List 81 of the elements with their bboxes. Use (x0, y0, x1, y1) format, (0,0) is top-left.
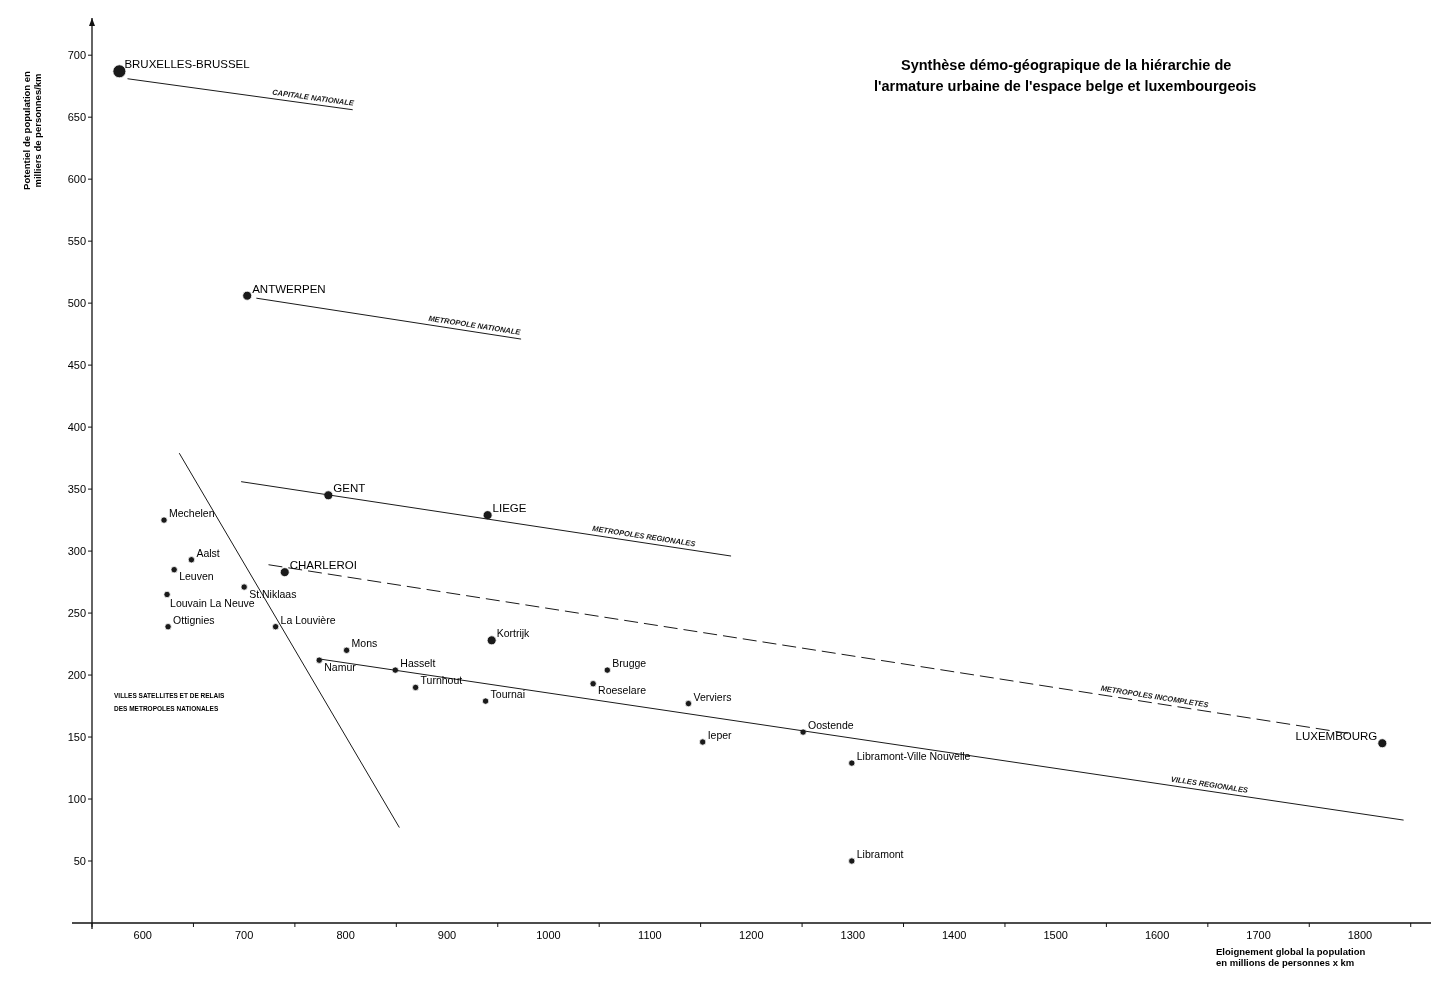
point (240, 583, 248, 591)
annotation: Namur (324, 660, 357, 673)
point (848, 857, 856, 865)
annotation: Roeselare (598, 684, 647, 697)
annotation: Ottignies (173, 613, 215, 626)
y-tick-label: 50 (73, 855, 86, 868)
annotation: LIEGE (492, 502, 527, 515)
annotation: Ieper (707, 729, 733, 741)
x-tick-label: 1500 (1043, 929, 1068, 941)
point (391, 666, 399, 674)
x-tick-label: 700 (234, 929, 254, 941)
annotation: BRUXELLES-BRUSSEL (124, 58, 251, 71)
x-tick-label: 800 (336, 929, 355, 941)
y-tick-label: 300 (67, 545, 86, 558)
point (187, 556, 196, 564)
point (799, 728, 807, 736)
point (323, 490, 334, 501)
y-axis-title: Potentiel de population en milliers de personnes/km (21, 70, 43, 190)
annotation: Hasselt (400, 657, 436, 670)
point (170, 566, 178, 574)
x-tick-label: 1600 (1144, 929, 1170, 941)
point (482, 510, 493, 521)
y-tick-label: 450 (67, 359, 86, 372)
y-tick-label: 700 (67, 49, 86, 62)
x-tick-label: 1000 (536, 929, 561, 941)
point (343, 646, 351, 654)
point (272, 623, 280, 631)
point (411, 683, 420, 692)
y-tick-label: 650 (67, 111, 86, 124)
x-tick-label: 600 (133, 929, 152, 941)
x-tick-label: 1100 (638, 929, 662, 941)
annotation: Kortrijk (496, 627, 531, 640)
annotation: ANTWERPEN (252, 282, 326, 295)
point (848, 759, 856, 767)
point (163, 590, 171, 599)
annotation: Verviers (693, 690, 732, 703)
y-tick-label: 600 (67, 173, 86, 186)
x-tick-label: 1400 (942, 929, 967, 941)
point (112, 64, 127, 79)
annotation: Turnhout (420, 674, 463, 687)
x-axis-title: Eloignement global la population en millions de personnes x km (1216, 946, 1366, 968)
point (699, 738, 707, 746)
y-tick-label: 350 (67, 483, 86, 496)
y-tick-label: 550 (67, 235, 86, 248)
y-tick-label: 250 (67, 607, 86, 620)
point (603, 666, 611, 674)
y-tick-label: 200 (67, 669, 86, 682)
annotation: Leuven (179, 570, 214, 583)
text: Synthèse démo-géograpique de la hiérarchie de l'armature urbaine de l'espace belge et luxembourgeois (874, 57, 1257, 94)
annotation: GENT (333, 482, 366, 495)
y-tick-label: 100 (67, 793, 86, 806)
y-tick-label: 150 (67, 731, 86, 744)
annotation: Mons (351, 637, 378, 650)
x-tick-label: 1700 (1246, 929, 1271, 941)
annotation: Tournai (490, 688, 526, 701)
annotation: La Louvière (280, 613, 336, 626)
annotation: Oostende (808, 719, 854, 732)
point (164, 623, 172, 631)
annotation: Libramont (856, 848, 904, 861)
x-tick-label: 1300 (840, 929, 866, 941)
annotation: CHARLEROI (289, 559, 357, 572)
point (1377, 738, 1388, 749)
point (160, 516, 168, 524)
annotation: Libramont-Ville Nouvelle (856, 750, 971, 763)
x-tick-label: 900 (437, 929, 457, 941)
point (684, 699, 693, 708)
annotation: Mechelen (169, 507, 215, 520)
point (589, 680, 597, 688)
point (481, 697, 490, 705)
annotation: Brugge (612, 657, 647, 670)
point (315, 656, 323, 664)
x-tick-label: 1200 (739, 929, 764, 941)
point (279, 567, 290, 578)
y-tick-label: 400 (67, 421, 86, 434)
point (486, 635, 497, 646)
x-tick-label: 1800 (1347, 929, 1373, 941)
annotation: Aalst (196, 546, 220, 559)
annotation: St.Niklaas (249, 587, 297, 600)
point (242, 290, 253, 301)
annotation: LUXEMBOURG (1295, 730, 1378, 743)
y-tick-label: 500 (67, 297, 86, 310)
